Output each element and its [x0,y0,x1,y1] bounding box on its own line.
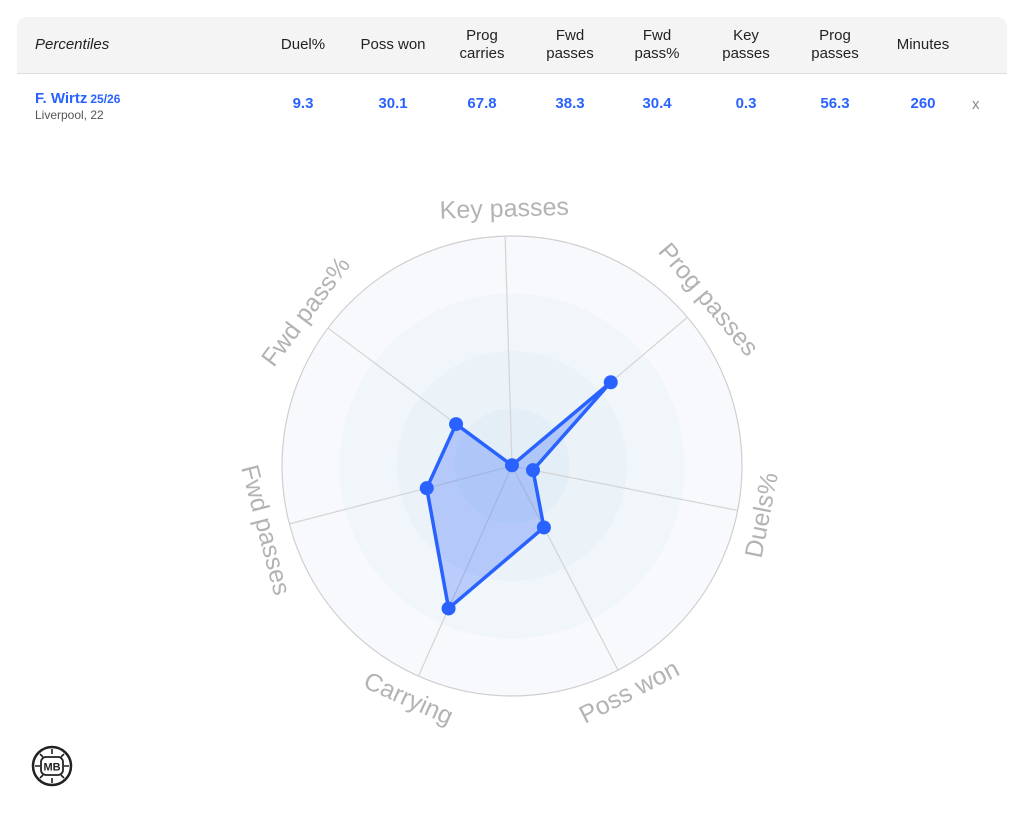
col-prog-carries[interactable]: Prog carries [459,27,505,62]
col-prog-passes[interactable]: Prog passes [811,27,859,62]
value-key-passes: 0.3 [735,95,757,112]
radar-point [441,601,456,616]
radar-point [504,458,519,473]
value-prog-carries: 67.8 [467,95,497,112]
axis-label-key-passes: Key passes [439,193,569,225]
axis-label-duels-: Duels% [740,470,784,560]
col-fwd-pass-pct[interactable]: Fwd pass% [634,27,680,62]
mb-logo: MB [31,745,73,787]
radar-point [525,463,540,478]
radar-point [603,375,618,390]
remove-player-button[interactable]: x [972,96,980,113]
col-poss-won[interactable]: Poss won [360,36,426,53]
col-minutes[interactable]: Minutes [896,36,950,53]
value-poss-won: 30.1 [378,95,408,112]
player-name: F. Wirtz [35,90,88,107]
radar-spoke [417,465,513,677]
radar-point [449,417,464,432]
col-key-passes[interactable]: Key passes [722,27,770,62]
radar-spoke [511,465,738,512]
radar-spoke [289,465,513,525]
radar-spoke [511,465,619,671]
percentiles-table: Percentiles Duel% Poss won Prog carries … [17,17,1007,129]
logo-text: MB [43,762,60,774]
value-fwd-passes: 38.3 [555,95,585,112]
table-title: Percentiles [35,36,110,53]
player-season: 25/26 [90,92,121,106]
value-duel-pct: 9.3 [292,95,314,112]
player-name-link[interactable]: F. Wirtz 25/26 [35,90,120,107]
value-fwd-pass-pct: 30.4 [642,95,672,112]
radar-spoke [504,236,513,467]
value-prog-passes: 56.3 [820,95,850,112]
col-fwd-passes[interactable]: Fwd passes [546,27,594,62]
table-row: F. Wirtz 25/26 Liverpool, 22 9.3 30.1 67.… [17,74,1007,129]
col-duel-pct[interactable]: Duel% [280,36,326,53]
radar-outer-circle [281,235,743,697]
player-club: Liverpool, 22 [35,108,104,122]
table-header: Percentiles Duel% Poss won Prog carries … [17,17,1007,74]
radar-point [419,481,434,496]
radar-point [536,520,551,535]
value-minutes: 260 [910,95,936,112]
radar-series-area [424,380,613,611]
